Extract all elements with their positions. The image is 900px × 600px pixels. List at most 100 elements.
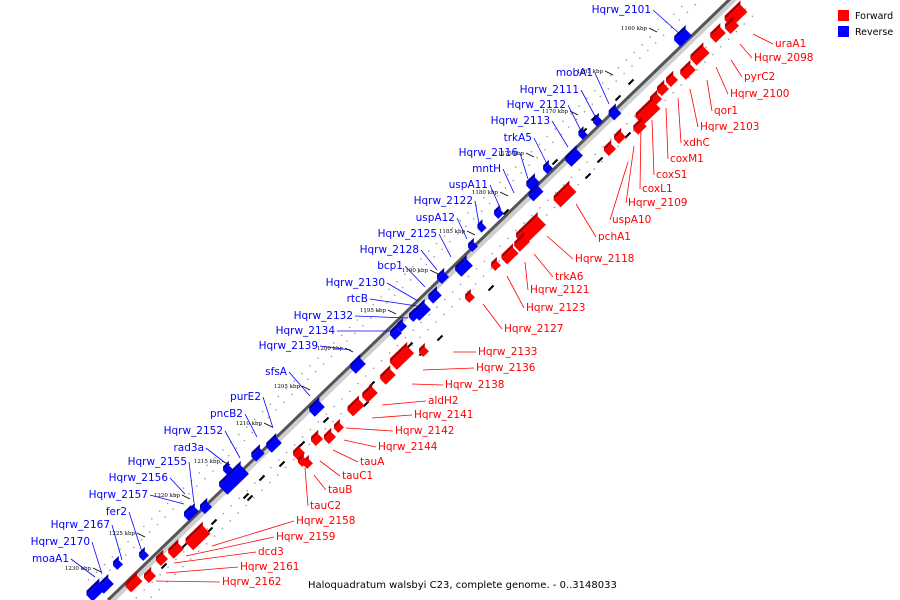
- forward-gene-label: Hqrw_2118: [575, 253, 634, 265]
- legend-forward-swatch: [838, 10, 849, 21]
- forward-leader-line: [332, 449, 359, 463]
- guide-dot: [602, 145, 604, 148]
- forward-leader-line: [381, 400, 427, 406]
- guide-dot: [235, 447, 238, 449]
- forward-gene-label: Hqrw_2144: [378, 441, 438, 453]
- guide-dot: [221, 527, 224, 530]
- legend-reverse-swatch: [838, 26, 849, 37]
- guide-dot: [135, 596, 138, 599]
- forward-gene: [323, 427, 337, 444]
- guide-dot: [591, 103, 594, 105]
- guide-dot: [370, 317, 372, 319]
- guide-dot: [531, 214, 533, 217]
- guide-dot: [219, 462, 222, 465]
- reverse-gene-label: Hqrw_2134: [276, 325, 336, 337]
- guide-dot: [213, 535, 216, 537]
- guide-dot: [354, 332, 356, 335]
- guide-dot: [404, 337, 407, 339]
- guide-dot: [664, 99, 667, 102]
- guide-dot: [593, 168, 595, 170]
- forward-leader-line: [185, 536, 275, 557]
- guide-dot: [538, 143, 541, 145]
- scale-tick-label: 1230 kbp: [65, 566, 92, 572]
- guide-dot: [261, 410, 264, 413]
- forward-leader-line: [609, 161, 629, 221]
- reverse-gene-label: purE2: [230, 391, 261, 403]
- guide-dot: [143, 525, 145, 528]
- guide-dot: [158, 588, 160, 591]
- guide-dot: [459, 283, 462, 286]
- guide-dot: [330, 355, 333, 358]
- small-gene-mark: [596, 156, 604, 164]
- guide-dot: [610, 138, 612, 140]
- guide-dot: [544, 149, 546, 151]
- guide-dot: [95, 571, 98, 573]
- forward-gene: [168, 539, 184, 559]
- reverse-gene-label: Hqrw_2152: [164, 425, 223, 437]
- reverse-gene-label: Hqrw_2156: [109, 472, 169, 484]
- reverse-gene: [543, 159, 553, 174]
- forward-gene: [125, 571, 143, 593]
- guide-dot: [694, 3, 697, 6]
- forward-leader-line: [533, 253, 554, 278]
- reverse-gene: [674, 24, 692, 47]
- forward-leader-line: [165, 566, 239, 574]
- guide-dot: [719, 46, 722, 48]
- forward-track: uraA1 Hqrw_2098 pyrC2 Hqrw_2100 qor1 Hqrw_210…: [125, 0, 813, 593]
- guide-dot: [401, 286, 404, 289]
- reverse-gene-label: sfsA: [265, 366, 288, 378]
- guide-dot: [417, 271, 420, 274]
- reverse-gene-label: Hqrw_2122: [414, 195, 473, 207]
- forward-leader-line: [173, 551, 257, 564]
- forward-gene: [724, 15, 740, 35]
- reverse-gene-label: Hqrw_2167: [51, 519, 110, 531]
- forward-gene-label: tauA: [360, 456, 385, 468]
- reverse-gene-label: Hqrw_2113: [491, 115, 550, 127]
- guide-dot: [324, 428, 327, 430]
- guide-dot: [483, 260, 486, 263]
- guide-dot: [293, 444, 296, 446]
- guide-dot: [308, 443, 311, 446]
- guide-dot: [332, 420, 334, 423]
- guide-dot: [672, 91, 675, 94]
- guide-dot: [457, 233, 459, 235]
- guide-dot: [317, 357, 319, 360]
- guide-dot: [362, 324, 364, 327]
- guide-dot: [124, 554, 127, 556]
- reverse-leader-line: [128, 511, 143, 553]
- guide-dot: [586, 97, 588, 100]
- forward-gene-label: Hqrw_2098: [754, 52, 813, 64]
- guide-dot: [140, 539, 143, 541]
- forward-leader-line: [677, 97, 682, 144]
- guide-dot: [578, 168, 581, 171]
- forward-gene-label: uspA10: [612, 214, 651, 226]
- forward-gene-label: trkA6: [555, 271, 584, 283]
- guide-dot: [530, 151, 533, 153]
- forward-leader-line: [345, 427, 394, 432]
- reverse-gene-label: Hqrw_2170: [31, 536, 90, 548]
- guide-dot: [488, 202, 491, 205]
- guide-dot: [680, 84, 682, 86]
- guide-dot: [433, 256, 436, 258]
- reverse-leader-line: [91, 541, 103, 575]
- forward-gene-label: pchA1: [598, 231, 631, 243]
- guide-dot: [623, 72, 625, 75]
- guide-dot: [182, 487, 185, 489]
- scale-tick-label: 1210 kbp: [236, 421, 263, 427]
- guide-dot: [275, 409, 277, 411]
- guide-dot: [269, 481, 271, 484]
- guide-dot: [167, 566, 169, 568]
- forward-gene: [362, 383, 378, 403]
- guide-dot: [396, 344, 399, 347]
- scale-tick-label: 1165 kbp: [577, 69, 604, 75]
- reverse-gene: [86, 578, 106, 600]
- guide-dot: [696, 69, 698, 71]
- reverse-gene-label: pncB2: [210, 408, 243, 420]
- guide-dot: [515, 229, 517, 232]
- reverse-gene: [578, 126, 588, 140]
- small-gene-mark: [298, 440, 306, 448]
- guide-dot: [253, 418, 256, 421]
- forward-gene-label: coxL1: [642, 183, 673, 195]
- guide-dot: [356, 319, 359, 321]
